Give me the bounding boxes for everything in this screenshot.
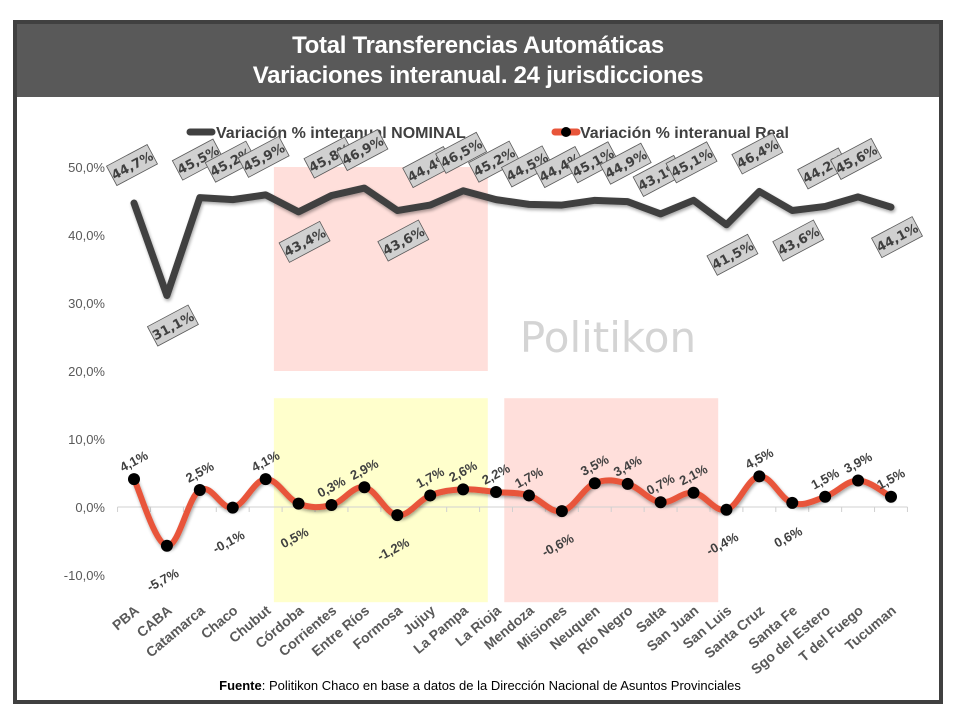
real-marker bbox=[193, 484, 206, 496]
real-marker bbox=[852, 474, 865, 487]
real-marker bbox=[588, 477, 601, 490]
nominal-label-box bbox=[599, 142, 652, 185]
real-marker bbox=[358, 481, 371, 494]
nominal-label-box bbox=[566, 141, 619, 184]
real-marker bbox=[457, 483, 470, 496]
nominal-label-box bbox=[435, 131, 488, 174]
nominal-label-box bbox=[237, 135, 290, 178]
source-note: Fuente: Politikon Chaco en base a datos … bbox=[0, 678, 960, 693]
nominal-data-label: 31,1% bbox=[146, 304, 199, 347]
real-marker bbox=[259, 473, 272, 486]
real-marker bbox=[160, 539, 173, 552]
y-tick-label: 50,0% bbox=[68, 160, 105, 175]
real-marker bbox=[885, 490, 897, 503]
real-data-label: -0,1% bbox=[210, 527, 247, 556]
nominal-label-box bbox=[706, 233, 759, 276]
nominal-label-box bbox=[665, 141, 718, 184]
y-tick-label: 20,0% bbox=[68, 364, 105, 379]
nominal-data-label: 44,7% bbox=[105, 143, 159, 187]
y-tick-label: 30,0% bbox=[68, 296, 105, 311]
nominal-label-box bbox=[870, 216, 924, 259]
chart-title-line1: Total Transferencias Automáticas bbox=[292, 32, 664, 59]
y-tick-label: -10,0% bbox=[64, 568, 106, 583]
real-data-label: 0,6% bbox=[772, 523, 806, 550]
y-axis: -10,0% 0,0% 10,0% 20,0% 30,0% 40,0% 50,0% bbox=[64, 160, 106, 583]
real-data-label: 2,5% bbox=[183, 458, 217, 485]
nominal-line bbox=[130, 184, 895, 300]
nominal-data-label: 41,5% bbox=[706, 233, 759, 276]
series-nominal: 44,7%31,1%45,5%45,2%45,9%43,4%45,8%46,9%… bbox=[105, 129, 924, 347]
real-marker bbox=[819, 490, 832, 503]
watermark-text: Politikon bbox=[520, 313, 696, 362]
real-marker bbox=[786, 496, 799, 509]
real-marker bbox=[555, 505, 568, 518]
chart-title-line2: Variaciones interanual. 24 jurisdiccione… bbox=[252, 62, 704, 89]
nominal-data-label: 44,1% bbox=[870, 216, 924, 259]
real-marker bbox=[424, 489, 437, 502]
real-marker bbox=[292, 497, 305, 510]
source-text: : Politikon Chaco en base a datos de la … bbox=[261, 678, 741, 693]
nominal-label-box bbox=[171, 138, 224, 181]
highlight-regions bbox=[273, 167, 719, 603]
real-data-label: 3,9% bbox=[841, 449, 875, 476]
real-data-label: 4,1% bbox=[117, 447, 151, 474]
real-marker bbox=[490, 486, 503, 499]
real-marker bbox=[226, 501, 239, 514]
real-marker bbox=[621, 477, 634, 490]
nominal-label-box bbox=[468, 140, 521, 183]
nominal-label-box bbox=[830, 137, 883, 180]
y-tick-label: 0,0% bbox=[75, 500, 105, 515]
real-data-label: -5,7% bbox=[144, 565, 181, 594]
nominal-label-box bbox=[500, 145, 553, 188]
source-label: Fuente bbox=[219, 678, 262, 693]
nominal-label-box bbox=[146, 304, 199, 347]
real-marker bbox=[128, 473, 140, 486]
nominal-data-label: 45,1% bbox=[665, 141, 718, 184]
nominal-label-box bbox=[336, 129, 389, 172]
nominal-data-label: 43,6% bbox=[772, 219, 825, 262]
nominal-data-label: 45,6% bbox=[830, 137, 883, 180]
real-marker bbox=[391, 509, 404, 522]
nominal-label-box bbox=[731, 132, 784, 175]
legend-real-marker bbox=[561, 127, 571, 137]
real-marker bbox=[522, 489, 535, 502]
nominal-label-box bbox=[278, 220, 331, 263]
legend-real-label: Variación % interanual Real bbox=[580, 125, 789, 142]
real-marker bbox=[325, 498, 338, 511]
nominal-label-box bbox=[377, 219, 430, 262]
title-bar: Total Transferencias Automáticas Variaci… bbox=[17, 24, 939, 97]
real-data-label: 1,5% bbox=[874, 465, 908, 492]
real-marker bbox=[654, 496, 667, 509]
real-marker bbox=[753, 470, 766, 483]
y-tick-label: 10,0% bbox=[68, 432, 105, 447]
real-marker bbox=[720, 503, 733, 516]
nominal-label-box bbox=[105, 143, 159, 187]
real-marker bbox=[687, 486, 700, 499]
real-data-label: 4,5% bbox=[743, 445, 777, 472]
nominal-label-box bbox=[772, 219, 825, 262]
y-tick-label: 40,0% bbox=[68, 228, 105, 243]
